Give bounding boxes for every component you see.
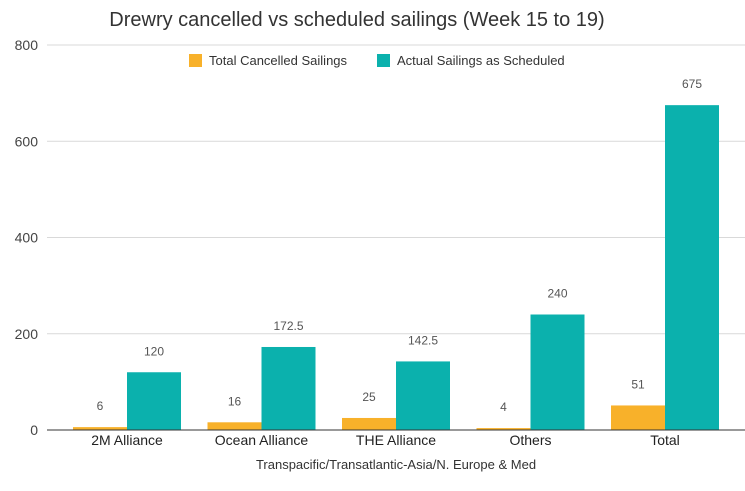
bar-cancelled (207, 422, 262, 430)
data-label: 675 (682, 77, 702, 91)
bar-cancelled (476, 428, 531, 430)
legend-label-total-cancelled: Total Cancelled Sailings (209, 53, 348, 68)
x-tick-label: Others (509, 432, 551, 448)
bar-scheduled (261, 346, 316, 430)
legend: Total Cancelled Sailings Actual Sailings… (189, 53, 565, 68)
y-axis-ticks: 0 200 400 600 800 (15, 37, 39, 438)
gridlines (47, 44, 745, 335)
data-label: 6 (97, 399, 104, 413)
data-label: 25 (362, 390, 376, 404)
x-tick-label: 2M Alliance (91, 432, 163, 448)
data-label: 172.5 (273, 319, 303, 333)
y-tick-label: 0 (30, 422, 38, 438)
bar-cancelled (342, 417, 396, 430)
bar-scheduled (396, 361, 450, 430)
x-tick-label: Ocean Alliance (215, 432, 309, 448)
data-label: 4 (500, 400, 507, 414)
x-axis-label: Transpacific/Transatlantic-Asia/N. Europ… (256, 457, 536, 472)
data-label: 120 (144, 344, 164, 358)
data-labels: 6 120 16 172.5 25 142.5 4 240 51 675 (97, 77, 703, 414)
legend-label-actual-scheduled: Actual Sailings as Scheduled (397, 53, 565, 68)
data-label: 142.5 (408, 333, 438, 347)
y-tick-label: 400 (15, 230, 39, 246)
bar-scheduled (530, 314, 585, 430)
chart-title: Drewry cancelled vs scheduled sailings (… (109, 9, 604, 31)
x-tick-label: THE Alliance (356, 432, 436, 448)
y-tick-label: 600 (15, 133, 39, 149)
bars (73, 105, 719, 430)
legend-swatch-actual-scheduled (377, 54, 390, 67)
x-tick-label: Total (650, 432, 680, 448)
legend-swatch-total-cancelled (189, 54, 202, 67)
y-tick-label: 200 (15, 326, 39, 342)
y-tick-label: 800 (15, 37, 39, 53)
data-label: 51 (631, 377, 645, 391)
data-label: 240 (547, 287, 567, 301)
bar-scheduled (665, 105, 719, 430)
x-axis-categories: 2M Alliance Ocean Alliance THE Alliance Oth… (91, 432, 680, 448)
bar-scheduled (127, 372, 181, 430)
data-label: 16 (228, 394, 242, 408)
bar-cancelled (611, 405, 665, 430)
bar-cancelled (73, 427, 127, 430)
